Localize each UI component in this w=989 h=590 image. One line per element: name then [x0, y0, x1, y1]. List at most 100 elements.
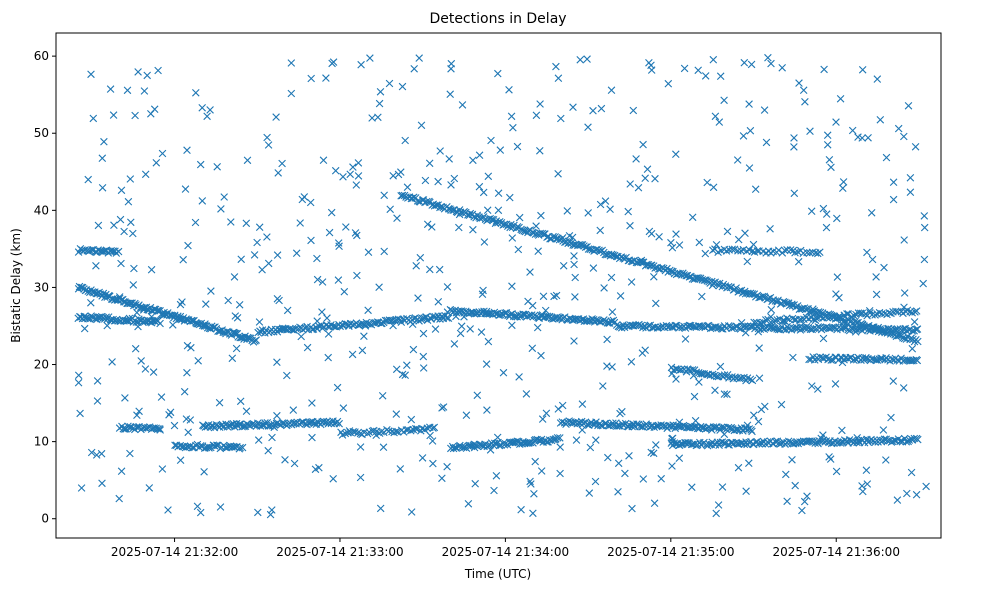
data-point-2189 [250, 251, 259, 259]
data-point-1939 [482, 360, 491, 368]
data-point-1867 [74, 378, 83, 387]
data-point-1951 [333, 383, 342, 392]
data-point-2252 [158, 465, 167, 473]
data-point-1741 [378, 392, 387, 400]
data-point-1785 [419, 352, 428, 361]
data-point-2070 [583, 55, 591, 63]
data-point-2174 [469, 156, 477, 165]
data-point-1954 [89, 114, 98, 123]
data-point-1674 [179, 255, 187, 264]
data-point-619 [444, 314, 453, 322]
data-point-2176 [578, 426, 586, 434]
data-point-2115 [848, 126, 857, 135]
data-point-82 [187, 316, 196, 325]
data-point-1928 [228, 354, 237, 363]
data-point-1945 [667, 238, 675, 247]
data-point-1929 [422, 313, 431, 321]
data-point-1933 [819, 204, 828, 213]
data-point-2049 [298, 195, 307, 204]
data-point-2271 [486, 446, 495, 454]
data-point-2143 [393, 214, 401, 222]
data-point-1873 [634, 183, 643, 192]
data-point-2287 [164, 506, 172, 514]
data-point-1799 [233, 314, 242, 322]
data-point-2001 [616, 292, 625, 300]
data-point-2231 [858, 482, 866, 490]
data-point-161 [447, 206, 455, 214]
data-point-1699 [281, 456, 289, 464]
data-point-240 [575, 240, 583, 249]
data-point-1629 [774, 246, 783, 254]
data-point-1807 [584, 123, 592, 131]
data-point-1962 [278, 324, 287, 332]
data-point-841 [810, 324, 818, 333]
data-point-1670 [741, 229, 749, 237]
data-point-1979 [198, 197, 207, 205]
data-point-2134 [434, 298, 443, 306]
data-point-1808 [407, 415, 416, 424]
data-point-2289 [767, 313, 775, 321]
x-tick-label-2: 2025-07-14 21:34:00 [442, 545, 569, 559]
data-point-1877 [375, 99, 384, 108]
data-point-1746 [762, 138, 771, 147]
data-point-1944 [603, 362, 611, 370]
data-point-1891 [443, 308, 452, 316]
data-point-2121 [873, 75, 882, 83]
data-point-2236 [354, 159, 363, 167]
data-point-2160 [470, 443, 479, 452]
x-axis: 2025-07-14 21:32:00 2025-07-14 21:33:00 20… [111, 538, 900, 559]
data-point-1813 [715, 118, 724, 126]
data-point-1640 [806, 249, 814, 257]
data-point-1803 [703, 178, 711, 187]
data-point-553 [329, 322, 338, 331]
data-point-2276 [641, 174, 649, 182]
data-point-2248 [176, 315, 184, 323]
data-point-1889 [423, 220, 432, 229]
data-point-2140 [92, 451, 101, 459]
data-point-1479 [914, 435, 922, 444]
data-point-2265 [529, 509, 537, 518]
data-point-1859 [364, 248, 373, 256]
data-point-1802 [536, 147, 544, 155]
data-point-703 [571, 315, 579, 323]
data-point-2151 [798, 506, 806, 515]
data-point-724 [603, 319, 612, 327]
data-point-1610 [722, 247, 731, 255]
data-point-1910 [415, 54, 423, 62]
data-point-2087 [552, 291, 561, 300]
data-point-1833 [720, 96, 728, 105]
data-point-2153 [264, 446, 272, 455]
data-point-1985 [537, 467, 546, 475]
data-point-1747 [494, 69, 502, 78]
data-point-2167 [604, 453, 612, 462]
data-point-2241 [235, 301, 244, 309]
data-point-2052 [912, 490, 921, 499]
data-point-1917 [156, 426, 164, 434]
data-point-2030 [806, 127, 814, 135]
data-point-2181 [376, 88, 385, 96]
data-point-1870 [734, 235, 743, 244]
data-point-2179 [526, 268, 534, 276]
data-point-1756 [408, 320, 417, 328]
data-point-1848 [863, 248, 871, 257]
data-point-1850 [196, 508, 205, 517]
data-point-2058 [139, 306, 148, 314]
data-point-2233 [379, 443, 388, 451]
data-point-1748 [734, 463, 743, 472]
data-point-1774 [375, 283, 383, 291]
data-point-2158 [506, 193, 514, 202]
data-point-1898 [790, 143, 798, 151]
data-point-1780 [652, 441, 660, 449]
data-point-2053 [202, 300, 210, 308]
data-point-1874 [794, 257, 803, 266]
data-point-1544 [849, 356, 858, 364]
data-point-2224 [554, 405, 563, 413]
data-point-1986 [832, 467, 841, 476]
data-point-1834 [484, 337, 493, 346]
data-point-1853 [550, 292, 558, 301]
data-point-830 [791, 324, 799, 332]
data-point-1777 [801, 98, 809, 106]
data-point-1971 [466, 325, 474, 333]
data-point-2164 [339, 404, 348, 412]
data-point-2249 [356, 473, 365, 482]
